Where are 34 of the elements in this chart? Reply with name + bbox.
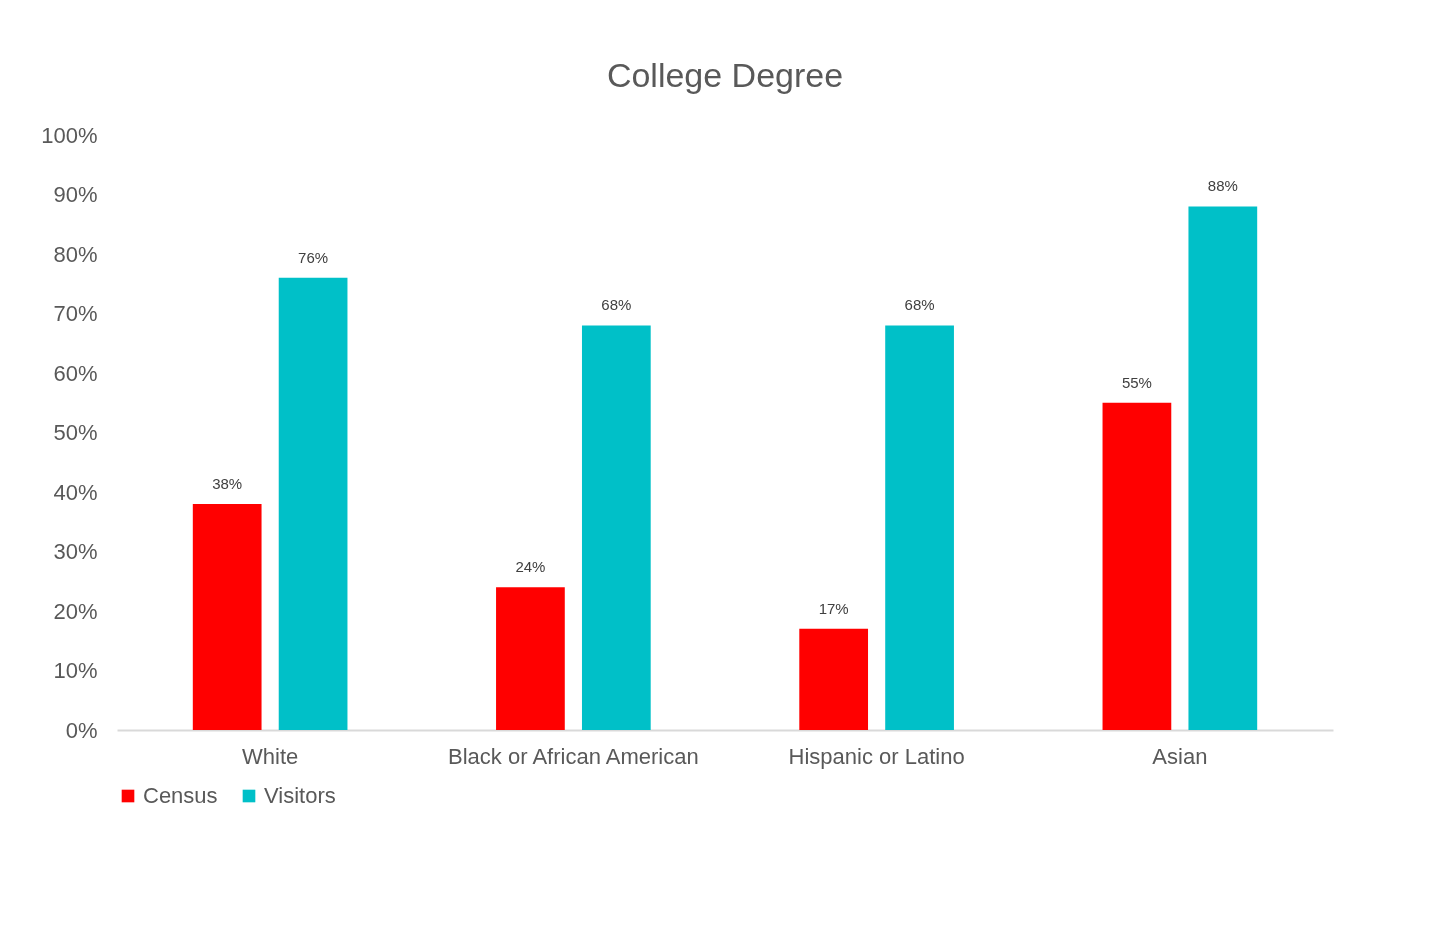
x-tick-label: Black or African American xyxy=(448,743,699,769)
data-label: 24% xyxy=(515,558,546,576)
data-label: 38% xyxy=(212,474,243,492)
y-tick-label: 30% xyxy=(53,539,98,564)
y-tick-label: 10% xyxy=(53,658,98,683)
y-tick-label: 40% xyxy=(53,479,98,505)
y-tick-label: 100% xyxy=(41,122,98,148)
y-tick-label: 50% xyxy=(53,420,98,445)
y-tick-label: 60% xyxy=(53,360,98,386)
x-tick-label: Asian xyxy=(1152,743,1208,769)
x-tick-label: Hispanic or Latino xyxy=(788,743,965,769)
bar xyxy=(192,503,262,730)
data-label: 55% xyxy=(1121,373,1152,391)
y-tick-label: 20% xyxy=(53,598,98,624)
y-tick-label: 80% xyxy=(53,241,98,267)
chart-title: College Degree xyxy=(606,56,844,94)
data-label: 76% xyxy=(298,248,329,266)
bar xyxy=(278,277,348,730)
x-tick-label: White xyxy=(242,743,299,769)
data-label: 88% xyxy=(1207,177,1238,195)
bar xyxy=(1102,402,1172,730)
legend-label: Census xyxy=(143,783,218,808)
bar xyxy=(496,587,565,730)
y-tick-label: 70% xyxy=(53,301,98,326)
bar xyxy=(1188,206,1258,730)
data-label: 68% xyxy=(601,296,632,314)
bar xyxy=(799,628,869,730)
bar xyxy=(581,325,651,730)
y-tick-label: 0% xyxy=(65,717,98,743)
data-label: 17% xyxy=(818,599,849,617)
y-tick-label: 90% xyxy=(53,182,98,207)
legend-label: Visitors xyxy=(264,783,336,808)
bar xyxy=(885,325,954,730)
data-label: 68% xyxy=(904,296,935,314)
